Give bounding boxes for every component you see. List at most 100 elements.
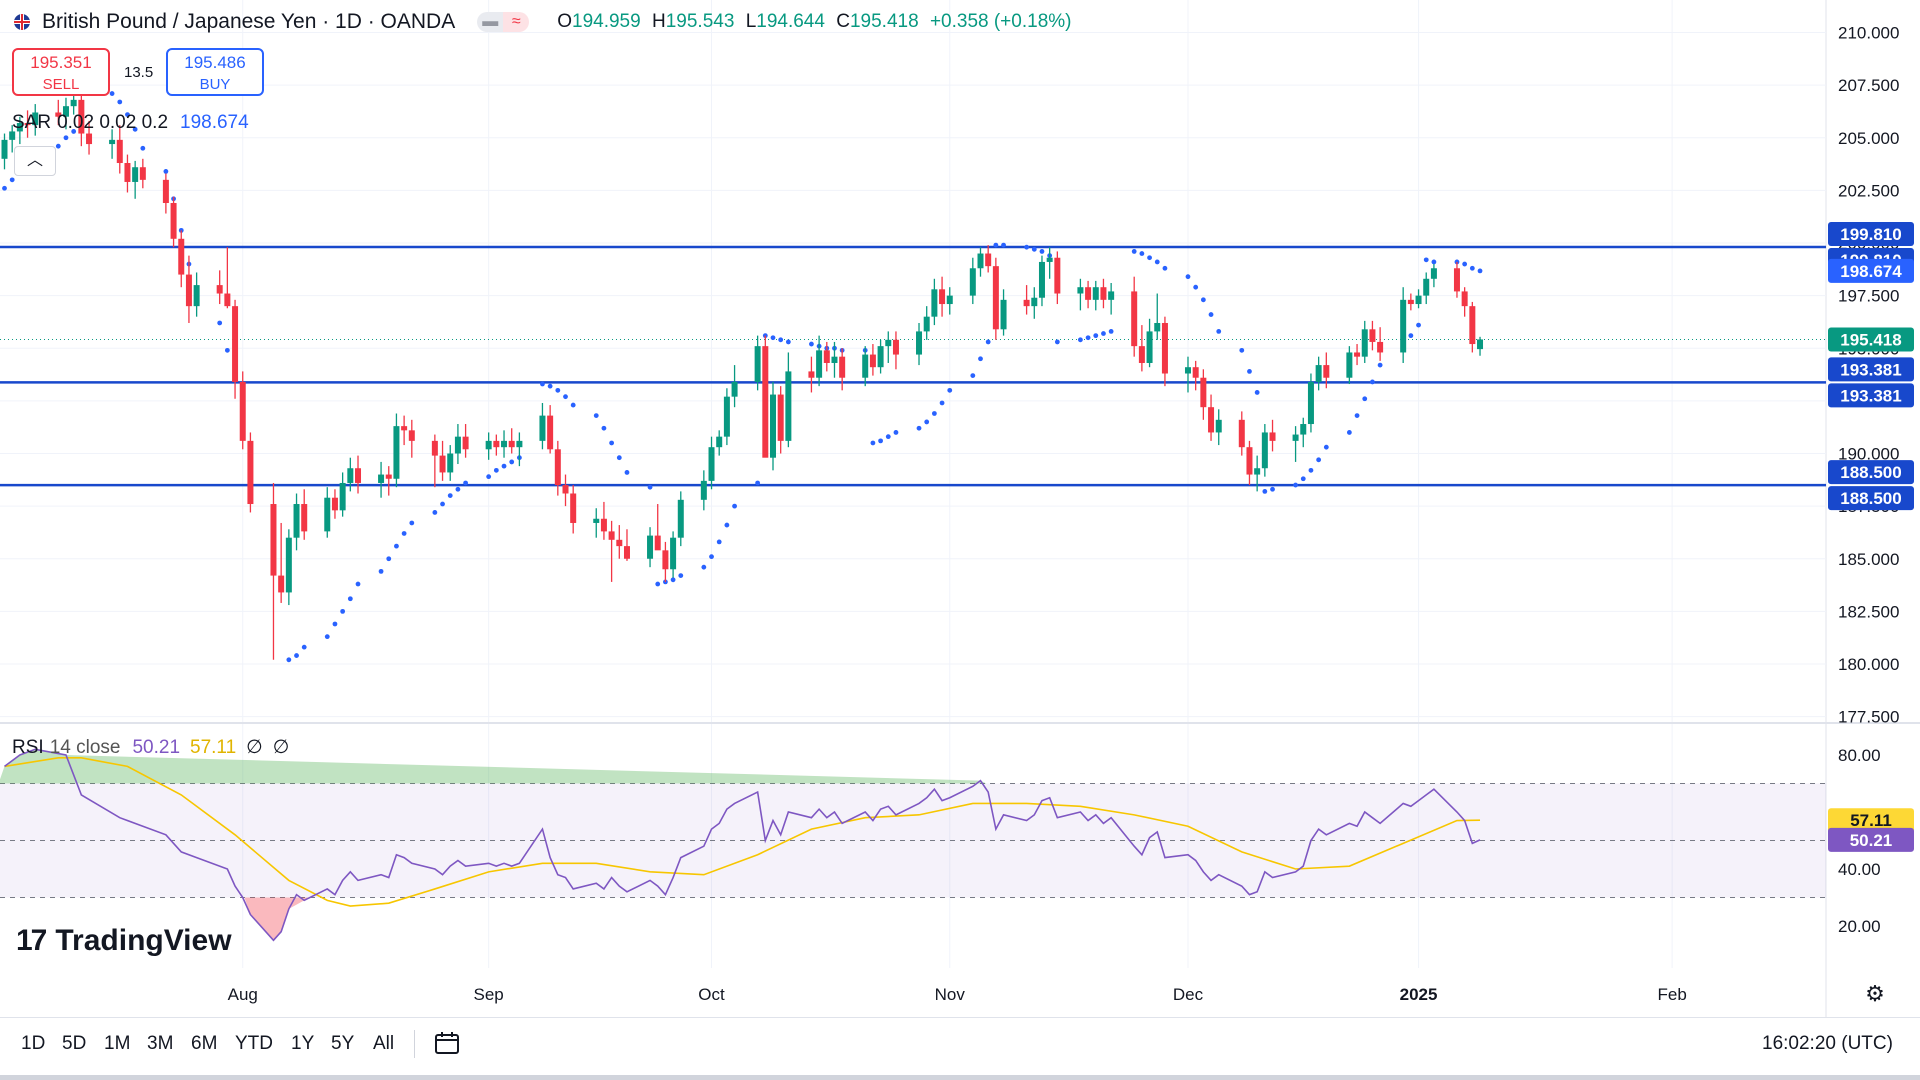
candle[interactable]: [1361, 320, 1368, 363]
candle[interactable]: [1092, 280, 1099, 311]
candle[interactable]: [1430, 264, 1437, 288]
candle[interactable]: [170, 196, 177, 248]
candle[interactable]: [839, 348, 846, 391]
candle[interactable]: [24, 110, 31, 138]
candle[interactable]: [885, 331, 892, 363]
candle[interactable]: [1023, 285, 1030, 315]
candle[interactable]: [1161, 316, 1168, 387]
candle[interactable]: [116, 125, 123, 174]
tf-5d[interactable]: 5D: [62, 1033, 87, 1054]
candle[interactable]: [431, 434, 438, 488]
candle[interactable]: [408, 419, 415, 458]
candle[interactable]: [823, 341, 830, 372]
candle[interactable]: [55, 99, 62, 126]
candle[interactable]: [1469, 301, 1476, 353]
candle[interactable]: [124, 154, 131, 193]
candle[interactable]: [224, 247, 231, 309]
candle[interactable]: [992, 257, 999, 340]
candle[interactable]: [785, 352, 792, 448]
candle[interactable]: [977, 247, 984, 277]
candle[interactable]: [1046, 247, 1053, 279]
candle[interactable]: [1461, 287, 1468, 317]
candle[interactable]: [562, 474, 569, 507]
candle[interactable]: [1192, 360, 1199, 391]
candle[interactable]: [1315, 356, 1322, 391]
candle[interactable]: [162, 173, 169, 214]
candle[interactable]: [1246, 440, 1253, 486]
candle[interactable]: [777, 386, 784, 454]
candle[interactable]: [232, 299, 239, 399]
candle[interactable]: [1377, 327, 1384, 361]
candle[interactable]: [1307, 373, 1314, 433]
buy-button[interactable]: 195.486 BUY: [166, 48, 264, 96]
collapse-legend-button[interactable]: ︿: [14, 146, 56, 176]
candle[interactable]: [1054, 251, 1061, 305]
candle[interactable]: [1000, 289, 1007, 336]
candle[interactable]: [939, 276, 946, 317]
candle[interactable]: [1138, 325, 1145, 372]
candle[interactable]: [247, 432, 254, 513]
candle[interactable]: [754, 335, 761, 391]
rsi-legend[interactable]: RSI 14 close 50.21 57.11 ∅ ∅: [12, 736, 289, 759]
candle[interactable]: [877, 339, 884, 374]
approx-icon[interactable]: ≈: [503, 12, 530, 32]
candle[interactable]: [270, 482, 277, 660]
candle[interactable]: [869, 344, 876, 376]
tf-ytd[interactable]: YTD: [235, 1033, 273, 1054]
candle[interactable]: [616, 525, 623, 559]
candle[interactable]: [1215, 409, 1222, 446]
candle[interactable]: [916, 322, 923, 366]
candle[interactable]: [139, 158, 146, 189]
candle[interactable]: [762, 335, 769, 458]
candle[interactable]: [508, 428, 515, 454]
candle[interactable]: [331, 489, 338, 519]
candle[interactable]: [86, 120, 93, 155]
tf-1m[interactable]: 1M: [104, 1033, 131, 1054]
candle[interactable]: [62, 97, 69, 130]
candle[interactable]: [32, 104, 39, 136]
candle[interactable]: [1108, 282, 1115, 315]
sell-button[interactable]: 195.351 SELL: [12, 48, 110, 96]
candle[interactable]: [923, 306, 930, 340]
candle[interactable]: [1400, 287, 1407, 363]
candle[interactable]: [355, 455, 362, 494]
candle[interactable]: [808, 356, 815, 393]
candle[interactable]: [1, 133, 8, 170]
candle[interactable]: [493, 434, 500, 456]
candle[interactable]: [1254, 455, 1261, 492]
candle[interactable]: [1323, 352, 1330, 389]
candle[interactable]: [946, 287, 953, 315]
candle[interactable]: [816, 335, 823, 387]
candle[interactable]: [892, 331, 899, 370]
candle[interactable]: [1238, 411, 1245, 456]
candle[interactable]: [378, 461, 385, 498]
candle[interactable]: [831, 341, 838, 378]
candle[interactable]: [593, 508, 600, 538]
tf-5y[interactable]: 5Y: [331, 1033, 355, 1054]
candle[interactable]: [1200, 369, 1207, 420]
candle[interactable]: [501, 430, 508, 458]
candle[interactable]: [700, 470, 707, 511]
candle[interactable]: [339, 472, 346, 517]
candle[interactable]: [16, 116, 23, 145]
candle[interactable]: [1077, 278, 1084, 311]
candle[interactable]: [239, 371, 246, 450]
candle[interactable]: [1477, 336, 1484, 356]
candle[interactable]: [985, 245, 992, 273]
candle[interactable]: [931, 278, 938, 326]
candle[interactable]: [1354, 344, 1361, 366]
chart-type-toggle[interactable]: ▬ ≈: [477, 12, 530, 32]
candle[interactable]: [1154, 293, 1161, 340]
candle[interactable]: [1453, 261, 1460, 298]
candle[interactable]: [716, 430, 723, 456]
candle[interactable]: [1369, 320, 1376, 351]
candle[interactable]: [670, 531, 677, 578]
candle[interactable]: [385, 466, 392, 496]
candle[interactable]: [216, 270, 223, 305]
candle[interactable]: [185, 255, 192, 323]
candle[interactable]: [1131, 276, 1138, 357]
candle[interactable]: [770, 381, 776, 471]
candle[interactable]: [178, 230, 185, 288]
candle[interactable]: [301, 489, 308, 540]
candle[interactable]: [9, 125, 16, 153]
